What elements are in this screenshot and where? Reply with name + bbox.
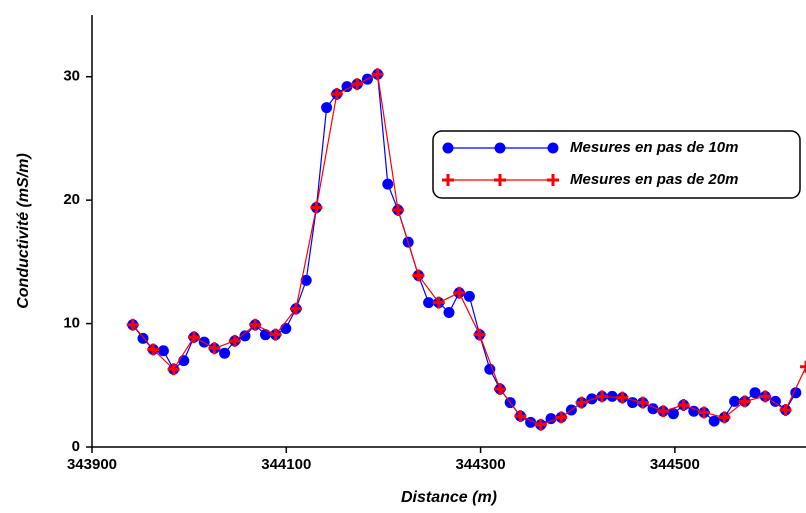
x-tick-label: 344500 [650, 456, 700, 473]
x-tick-label: 343900 [67, 456, 117, 473]
series-line [132, 73, 806, 426]
data-point [514, 410, 527, 423]
data-point [290, 302, 302, 315]
data-point [269, 328, 282, 341]
data-point [167, 363, 180, 376]
legend-marker [442, 174, 454, 186]
data-point [473, 328, 486, 341]
y-tick-label: 20 [63, 191, 80, 208]
data-point [392, 204, 404, 217]
y-tick-label: 30 [63, 68, 80, 85]
data-point [534, 418, 547, 431]
data-point [596, 390, 608, 403]
data-point [157, 345, 169, 357]
data-point [800, 360, 806, 373]
data-point [351, 78, 364, 91]
data-point [606, 390, 618, 402]
data-point [249, 318, 262, 331]
data-point [718, 411, 731, 424]
legend-marker [494, 142, 506, 154]
data-point [545, 413, 557, 425]
y-axis-label: Conductivité (mS/m) [15, 153, 32, 309]
data-point [677, 399, 690, 412]
data-point [769, 395, 781, 407]
y-tick-label: 0 [72, 438, 80, 455]
data-point [321, 102, 333, 114]
data-point [178, 355, 190, 367]
data-point [698, 406, 710, 419]
y-tick-label: 10 [63, 315, 80, 332]
legend-label: Mesures en pas de 20m [570, 171, 738, 188]
data-point [341, 81, 353, 93]
legend-marker [494, 174, 506, 186]
data-point [443, 306, 455, 318]
x-axis-label: Distance (m) [401, 489, 497, 506]
data-point [555, 411, 568, 424]
data-point [575, 396, 588, 409]
data-point [463, 290, 475, 302]
series-line [132, 73, 797, 426]
data-point [208, 342, 221, 355]
data-point [147, 343, 160, 356]
data-point [259, 329, 271, 341]
data-point [667, 408, 679, 420]
data-point [657, 405, 670, 418]
data-point [228, 334, 241, 347]
data-point [729, 395, 741, 407]
data-point [779, 403, 792, 416]
data-point [188, 331, 200, 344]
data-point [688, 405, 700, 417]
legend-marker [442, 142, 454, 154]
data-point [759, 390, 772, 403]
data-point [310, 201, 323, 214]
data-point [126, 318, 139, 331]
data-point [432, 296, 445, 309]
data-point [239, 330, 251, 342]
data-point [494, 382, 506, 395]
data-point [749, 387, 761, 399]
data-point [616, 391, 629, 404]
data-point [484, 363, 496, 375]
data-point [330, 87, 343, 100]
data-point [382, 178, 394, 190]
data-point [586, 393, 598, 405]
data-point [738, 395, 751, 408]
data-point [280, 323, 292, 335]
legend-label: Mesures en pas de 10m [570, 139, 738, 156]
data-point [219, 347, 231, 359]
data-point [453, 286, 466, 299]
x-tick-label: 344300 [456, 456, 506, 473]
data-point [371, 68, 384, 81]
data-point [423, 297, 435, 309]
data-point [300, 274, 312, 286]
data-point [708, 415, 720, 427]
data-point [636, 396, 649, 409]
x-tick-label: 344100 [261, 456, 311, 473]
data-point [412, 269, 425, 282]
legend-marker [547, 142, 559, 154]
legend-marker [547, 174, 559, 186]
